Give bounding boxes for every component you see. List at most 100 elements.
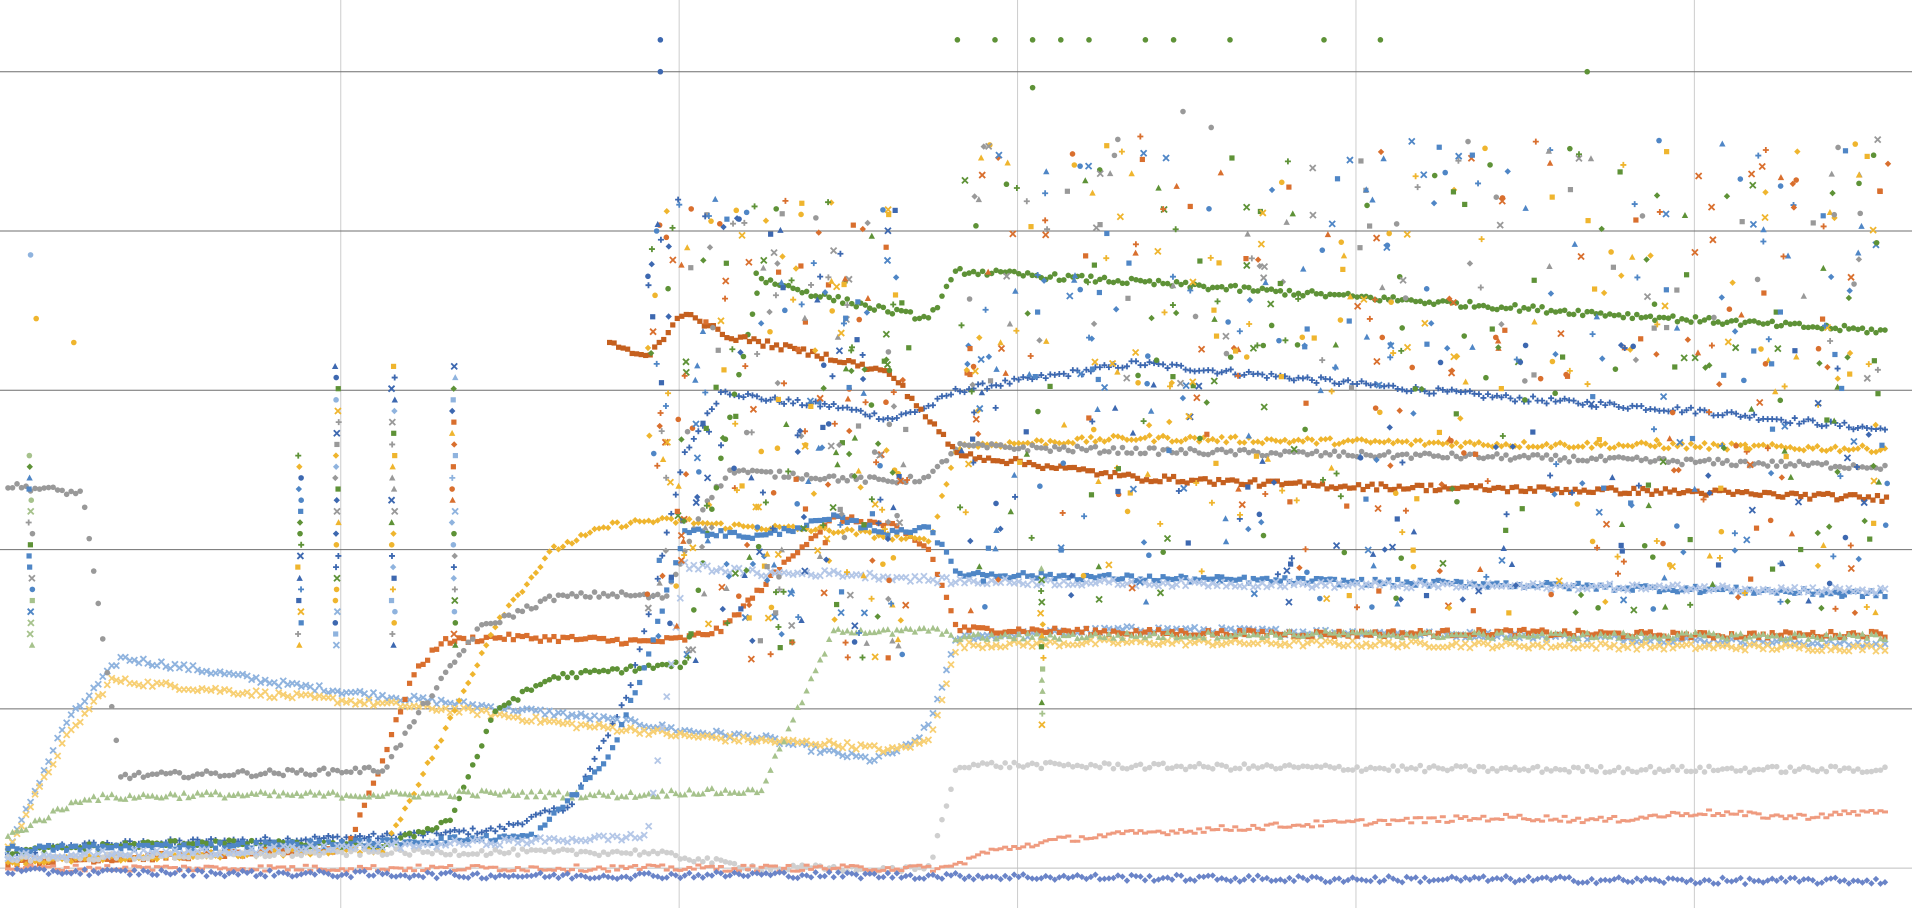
series-0-point (1561, 395, 1568, 402)
series-6-point (939, 293, 945, 299)
series-7-point (280, 789, 287, 796)
series-0-point (753, 393, 760, 400)
series-2-point (356, 697, 364, 706)
series-10-point (1565, 874, 1573, 881)
series-4-point (523, 581, 531, 588)
series-5-point (352, 765, 359, 772)
series-4-point (1579, 443, 1586, 450)
series-9-point (1579, 821, 1586, 825)
series-9-point (1719, 813, 1726, 817)
series-6-point (1088, 273, 1094, 280)
series-8-point (1223, 763, 1230, 770)
series-6-point (1300, 292, 1306, 299)
series-5-point (916, 478, 923, 485)
series-11-point (1016, 572, 1022, 578)
series-0-point (1327, 376, 1334, 383)
series-10-point (830, 873, 837, 881)
series-4-point (419, 770, 427, 778)
series-7-point (501, 788, 508, 795)
series-6-point (1516, 308, 1523, 314)
series-5-point (1634, 454, 1640, 461)
series-7-point (149, 792, 156, 799)
series-3-point (379, 758, 386, 764)
series-0-point (1854, 424, 1861, 431)
series-3-point (109, 858, 115, 864)
series-0-point (862, 411, 869, 418)
series-11-point (1160, 574, 1166, 580)
series-11-point (235, 841, 241, 848)
series-0-point (1074, 367, 1081, 374)
series-0-point (609, 720, 616, 727)
series-2-point (1218, 640, 1226, 649)
series-11-point (109, 845, 115, 851)
series-2-point (1615, 645, 1623, 653)
series-0-point (1119, 364, 1126, 371)
series-2-point (739, 733, 748, 741)
series-3-point (515, 633, 521, 639)
series-6-point (506, 700, 512, 706)
series-10-point (907, 871, 914, 879)
series-6-point (1796, 320, 1803, 327)
series-2-point (108, 674, 116, 682)
series-8-point (1097, 764, 1103, 771)
series-6-point (564, 674, 571, 681)
series-9-point (1665, 814, 1672, 818)
series-5-point (127, 775, 133, 782)
series-0-point (1363, 380, 1370, 387)
series-3-point (614, 636, 620, 643)
series-7-point (465, 788, 472, 795)
series-6-point (718, 455, 724, 462)
series-11-point (916, 525, 923, 531)
series-3-point (1043, 629, 1049, 635)
series-3-point (713, 625, 719, 631)
series-7-point (825, 635, 833, 642)
series-9-point (1575, 816, 1582, 820)
series-3-point (605, 638, 611, 644)
series-2-point (333, 699, 342, 707)
series-3-point (1101, 628, 1108, 634)
series-11-point (212, 845, 219, 851)
series-2-point (31, 790, 39, 798)
series-2-point (1732, 645, 1740, 653)
series-0-point (1354, 380, 1361, 387)
series-4-point (1313, 440, 1320, 447)
series-4-point (1038, 437, 1045, 445)
series-9-point (411, 869, 418, 873)
series-11-point (826, 516, 832, 523)
series-2-point (1105, 636, 1113, 644)
series-8-point (1832, 763, 1839, 770)
series-5-point (596, 594, 602, 600)
series-11-point (1128, 573, 1135, 579)
series-5-point (321, 765, 327, 772)
series-9-point (609, 864, 616, 868)
series-2-point (1421, 640, 1429, 648)
series-5-point (1877, 466, 1884, 472)
series-6-point (1061, 277, 1067, 283)
series-9-point (1385, 822, 1392, 826)
series-7-point (474, 792, 481, 799)
series-11-point (154, 841, 160, 848)
series-4-point (1701, 439, 1708, 447)
series-0-point (735, 393, 742, 400)
series-10-point (1525, 873, 1532, 881)
series-11-point (763, 532, 769, 538)
series-11-point (989, 571, 995, 577)
series-11-point (91, 842, 97, 848)
series-1-point (1227, 625, 1235, 633)
series-2-point (1606, 643, 1614, 651)
series-11-point (555, 806, 562, 812)
series-7-point (54, 805, 61, 812)
series-9-point (1706, 808, 1713, 812)
series-8-point (948, 786, 954, 793)
series-5-point (1155, 451, 1162, 458)
series-2-point (1520, 642, 1528, 651)
series-8-point (1480, 764, 1487, 770)
series-4-point (1584, 439, 1591, 446)
series-0-point (1548, 395, 1555, 402)
series-0-point (929, 402, 936, 409)
series-6-point (478, 743, 485, 749)
series-3-point (966, 627, 972, 633)
series-0-point (1845, 424, 1852, 431)
series-10-point (1814, 880, 1821, 887)
series-0-point (1489, 394, 1496, 401)
